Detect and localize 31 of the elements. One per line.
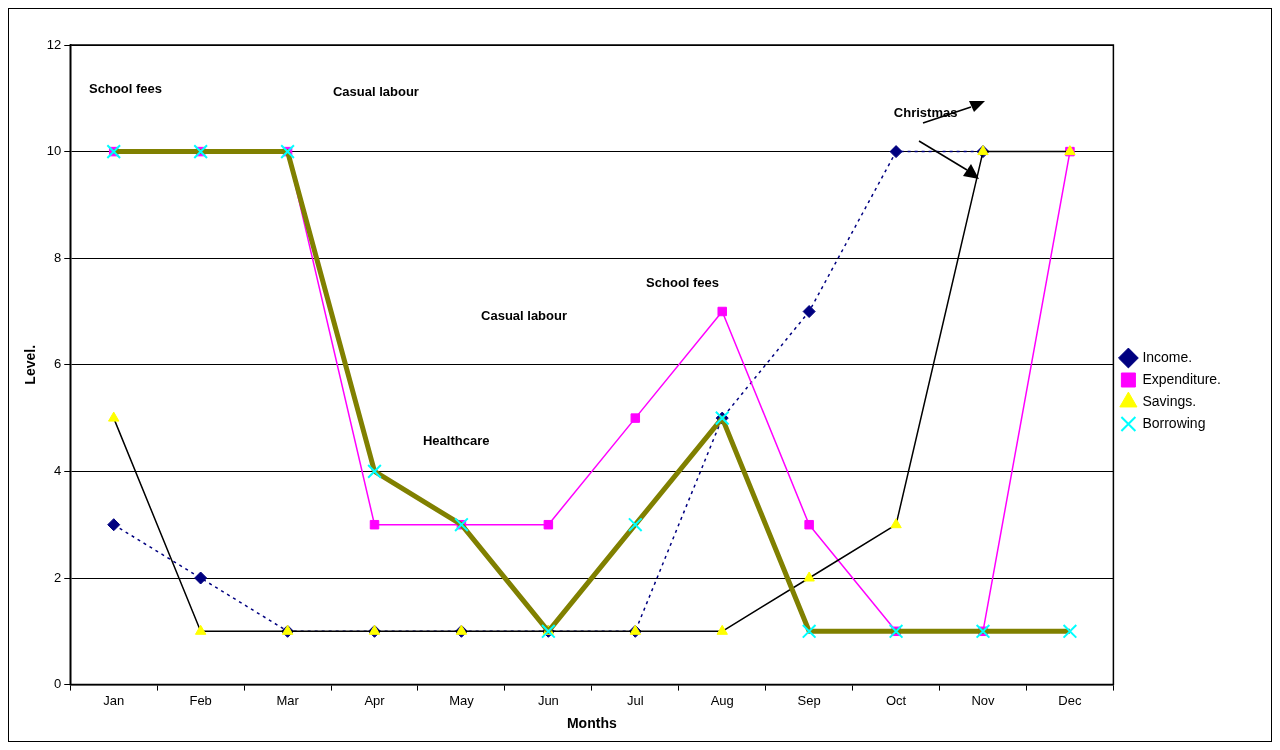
x-tick-label: Apr bbox=[364, 692, 386, 708]
y-axis-title: Level. bbox=[22, 344, 39, 385]
legend-label: Savings. bbox=[1142, 392, 1197, 409]
y-tick-label: 10 bbox=[46, 143, 62, 159]
annotation: Casual labour bbox=[481, 308, 568, 324]
annotation: School fees bbox=[646, 275, 720, 291]
y-tick-label: 2 bbox=[54, 569, 62, 585]
x-tick-label: Jul bbox=[626, 692, 644, 708]
annotation: School fees bbox=[89, 81, 163, 97]
x-tick-label: Mar bbox=[276, 692, 300, 708]
y-tick-label: 4 bbox=[54, 462, 62, 478]
x-tick-label: Aug bbox=[710, 692, 734, 708]
x-axis-title: Months bbox=[566, 715, 617, 732]
legend-label: Borrowing bbox=[1142, 414, 1206, 431]
x-tick-label: May bbox=[449, 692, 475, 708]
y-tick-label: 8 bbox=[54, 249, 62, 265]
x-tick-label: Jun bbox=[537, 692, 559, 708]
y-tick-label: 12 bbox=[46, 36, 62, 52]
annotation: Healthcare bbox=[422, 433, 490, 449]
x-tick-label: Jan bbox=[103, 692, 125, 708]
x-tick-label: Dec bbox=[1058, 692, 1082, 708]
x-tick-label: Feb bbox=[189, 692, 212, 708]
annotation: Christmas bbox=[893, 105, 958, 121]
annotation: Casual labour bbox=[332, 83, 419, 99]
legend-label: Expenditure. bbox=[1142, 370, 1221, 387]
y-tick-label: 6 bbox=[54, 356, 62, 372]
legend-label: Income. bbox=[1142, 348, 1193, 365]
y-tick-label: 0 bbox=[54, 676, 62, 692]
x-tick-label: Oct bbox=[885, 692, 907, 708]
x-tick-label: Sep bbox=[797, 692, 821, 708]
x-tick-label: Nov bbox=[971, 692, 996, 708]
